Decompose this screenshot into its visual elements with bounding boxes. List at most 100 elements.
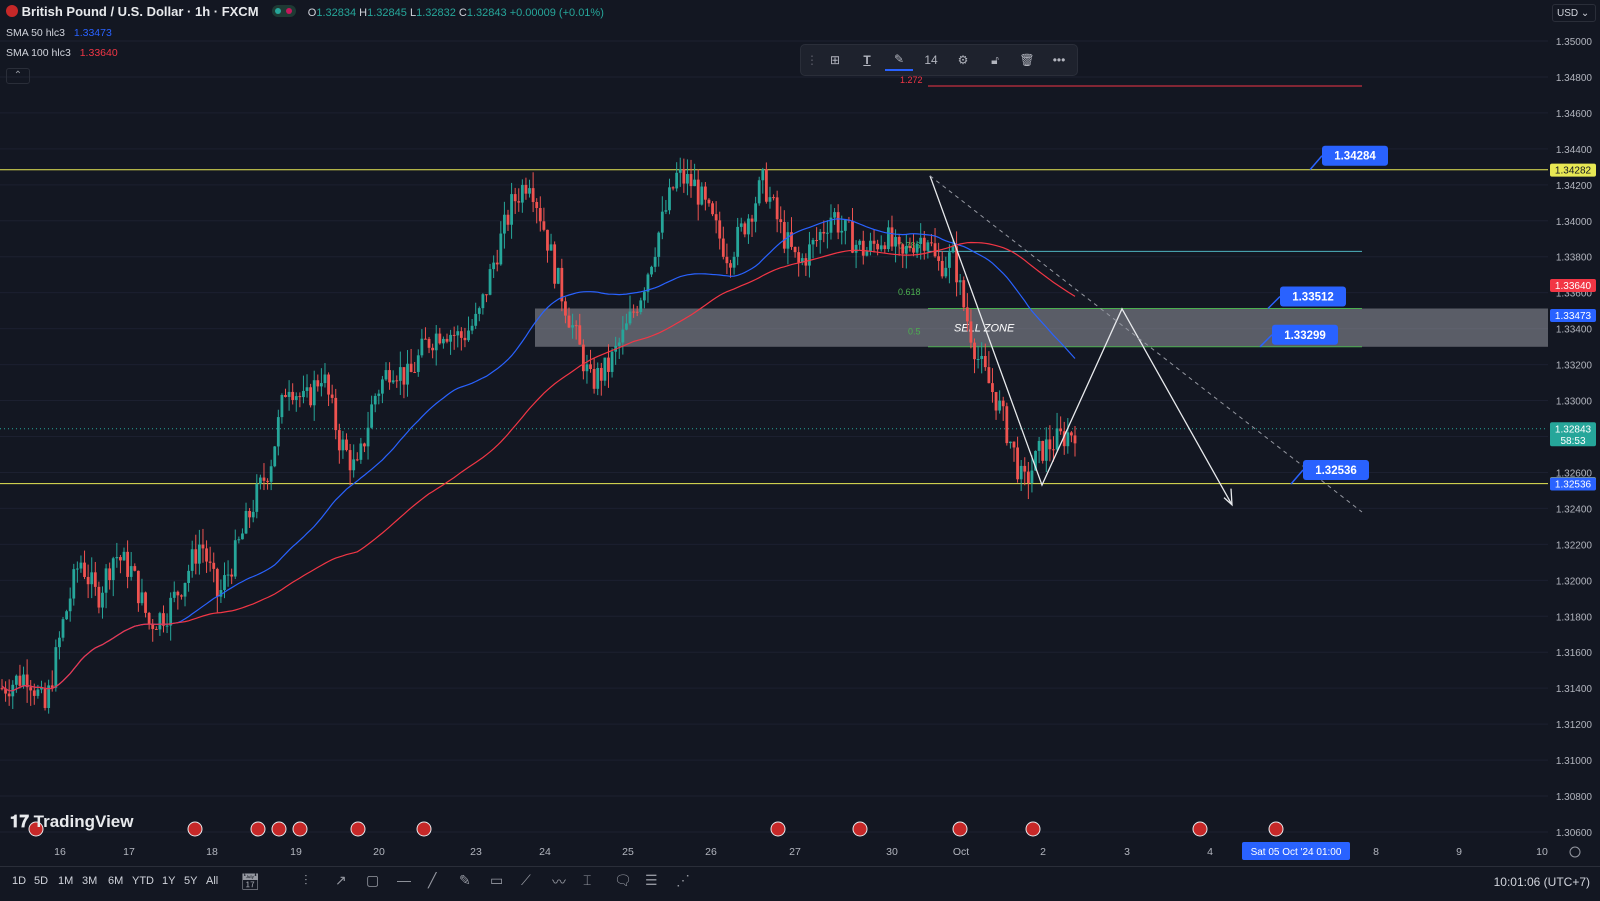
trend-line-tool-icon[interactable]: ↗ bbox=[335, 872, 347, 888]
note-tool-icon[interactable]: 🗨︎ bbox=[614, 872, 632, 888]
font-size-button[interactable]: 14 bbox=[924, 53, 938, 67]
x-tick-label: 10 bbox=[1536, 846, 1548, 858]
callout-tool-icon[interactable]: ▭ bbox=[490, 872, 504, 888]
candle-body bbox=[650, 266, 653, 275]
candle-body bbox=[653, 256, 657, 267]
fib-tool-icon[interactable]: ☰ bbox=[645, 872, 658, 888]
candle-body bbox=[474, 313, 478, 326]
timeframe-button[interactable]: 1D bbox=[12, 875, 27, 887]
candle-body bbox=[822, 231, 826, 234]
ray-tool-icon[interactable]: ╱ bbox=[428, 872, 437, 888]
horizontal-line-tool-icon[interactable]: — bbox=[397, 872, 411, 888]
timeframe-button[interactable]: 5Y bbox=[184, 875, 198, 887]
price-range-tool-icon[interactable]: ⌶ bbox=[583, 872, 592, 888]
candle-body bbox=[319, 383, 323, 387]
candle-body bbox=[54, 647, 58, 688]
trash-icon[interactable]: 🗑︎ bbox=[1019, 53, 1035, 67]
calendar-icon[interactable]: 📅︎ bbox=[240, 874, 261, 891]
candle-body bbox=[858, 240, 862, 245]
candle-body bbox=[65, 611, 68, 620]
candle-body bbox=[86, 576, 90, 585]
candle-body bbox=[711, 203, 714, 215]
candle-body bbox=[459, 331, 463, 338]
price-axis: 1.35000 1.34800 1.34600 1.34400 1.34200 1.340… bbox=[1548, 0, 1600, 866]
candle-body bbox=[861, 240, 865, 256]
sell-zone-label: SELL ZONE bbox=[954, 323, 1015, 335]
candle-body bbox=[1030, 470, 1034, 484]
x-tick-label: 27 bbox=[789, 846, 801, 858]
candle-body bbox=[442, 338, 445, 344]
currency-select[interactable]: USD ⌄ bbox=[1552, 4, 1596, 22]
market-status-icon bbox=[272, 5, 297, 17]
candle-body bbox=[280, 395, 284, 418]
candle-body bbox=[269, 466, 273, 482]
candle-body bbox=[0, 688, 4, 690]
price-callout bbox=[1322, 145, 1388, 166]
template-icon[interactable]: ⊞ bbox=[829, 53, 841, 67]
drag-handle-icon[interactable]: ⋮ bbox=[806, 53, 818, 67]
timeframe-button[interactable]: YTD bbox=[132, 875, 154, 887]
rectangle-tool-icon[interactable]: ▢ bbox=[366, 872, 380, 888]
candle-body bbox=[380, 379, 384, 394]
candle-body bbox=[829, 217, 833, 233]
candle-body bbox=[1012, 441, 1016, 448]
candle-body bbox=[463, 337, 467, 341]
more-icon[interactable]: ••• bbox=[1052, 53, 1066, 67]
candle-body bbox=[273, 446, 277, 467]
candle-body bbox=[176, 591, 180, 596]
lock-icon[interactable]: 🔓︎ bbox=[991, 52, 999, 67]
drag-handle-icon[interactable]: ⫶ bbox=[304, 872, 308, 888]
collapse-legend-button[interactable]: ⌃ bbox=[6, 68, 30, 84]
brush-tool-icon[interactable]: ✎ bbox=[459, 872, 471, 888]
candle-body bbox=[327, 374, 330, 395]
timeframe-button[interactable]: 1M bbox=[58, 875, 74, 887]
fill-color-icon[interactable]: ✎ bbox=[885, 49, 913, 71]
symbol-title[interactable]: British Pound / U.S. Dollar · 1h · FXCM bbox=[21, 4, 259, 19]
candle-body bbox=[305, 387, 309, 391]
projection-path bbox=[929, 175, 1233, 506]
timeframe-button[interactable]: All bbox=[206, 875, 219, 887]
indicator-sma50[interactable]: SMA 50 hlc3 1.33473 bbox=[6, 27, 112, 39]
candle-body bbox=[431, 347, 435, 351]
candle-body bbox=[126, 551, 130, 577]
candle-body bbox=[197, 544, 201, 564]
event-flag-icon bbox=[1192, 821, 1208, 837]
horizontal-levels: 1.272 0.786 0.618 0.5 bbox=[0, 75, 1548, 485]
candle-body bbox=[800, 258, 804, 263]
chevron-down-icon: ⌄ bbox=[1580, 8, 1590, 19]
projection-tool-icon[interactable]: ⋰ bbox=[676, 872, 690, 888]
candle-body bbox=[1037, 440, 1041, 451]
timeframe-button[interactable]: 5D bbox=[34, 875, 49, 887]
path-tool-icon[interactable]: 〰 bbox=[552, 874, 566, 890]
candle-body bbox=[201, 544, 205, 549]
price-tag bbox=[1550, 163, 1596, 177]
candle-body bbox=[797, 252, 801, 263]
settings-icon[interactable]: ⚙ bbox=[957, 53, 969, 67]
y-tick-label: 1.33400 bbox=[1556, 325, 1593, 336]
timeframe-button[interactable]: 3M bbox=[82, 875, 98, 887]
indicator-sma100[interactable]: SMA 100 hlc3 1.33640 bbox=[6, 47, 118, 59]
candle-body bbox=[599, 367, 603, 381]
text-color-icon[interactable]: T bbox=[863, 53, 871, 67]
candle-body bbox=[782, 222, 786, 249]
y-tick-label: 1.31000 bbox=[1556, 756, 1593, 767]
line-tool-icon[interactable]: ⟋ bbox=[521, 872, 531, 888]
x-tick-label: 18 bbox=[206, 846, 218, 858]
candle-body bbox=[359, 443, 363, 460]
candle-body bbox=[890, 227, 894, 247]
candle-body bbox=[154, 628, 158, 630]
x-tick-label: 8 bbox=[1373, 846, 1379, 858]
candle-body bbox=[528, 188, 531, 194]
candle-body bbox=[675, 172, 679, 189]
candle-body bbox=[851, 220, 854, 253]
candle-body bbox=[937, 256, 941, 261]
callout-label: 1.32536 bbox=[1315, 465, 1357, 477]
timeframe-button[interactable]: 1Y bbox=[162, 875, 176, 887]
candle-body bbox=[488, 269, 492, 295]
timeframe-button[interactable]: 6M bbox=[108, 875, 124, 887]
candle-body bbox=[815, 240, 819, 242]
candle-body bbox=[294, 396, 298, 400]
candle-body bbox=[14, 675, 18, 685]
candle-body bbox=[991, 383, 994, 393]
